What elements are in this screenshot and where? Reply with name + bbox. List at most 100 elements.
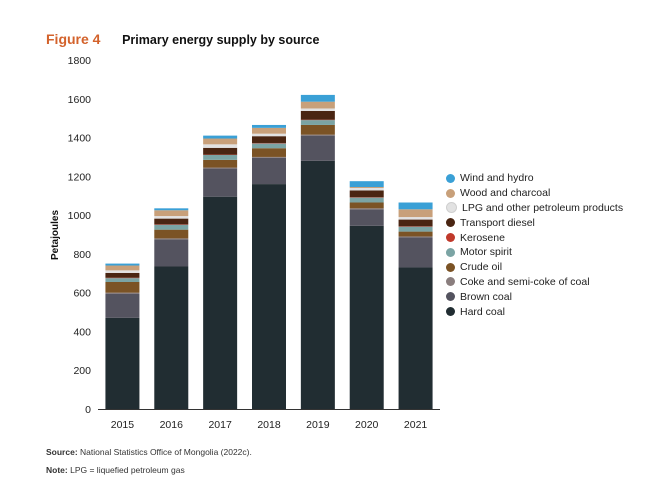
bar-segment xyxy=(252,143,286,149)
source-text: National Statistics Office of Mongolia (… xyxy=(80,447,252,457)
bar-segment xyxy=(105,265,140,271)
legend-label: Coke and semi-coke of coal xyxy=(460,275,590,288)
bar-segment xyxy=(398,231,433,237)
legend-swatch xyxy=(446,247,455,257)
bar-segment xyxy=(252,156,286,158)
bar-segment xyxy=(105,270,140,273)
bar-segment xyxy=(398,236,433,238)
legend-swatch xyxy=(446,218,455,228)
legend-swatch xyxy=(446,277,455,287)
bar-segment xyxy=(252,124,286,128)
x-tick-label: 2016 xyxy=(160,419,184,431)
legend-label: Kerosene xyxy=(460,231,505,244)
legend-item: Coke and semi-coke of coal xyxy=(446,275,623,290)
legend-label: Wood and charcoal xyxy=(460,187,551,200)
bar-segment xyxy=(203,144,238,148)
bar-segment xyxy=(252,184,286,409)
source-label: Source: xyxy=(46,447,78,457)
bar-segment xyxy=(252,133,286,137)
y-tick-label: 800 xyxy=(73,249,91,261)
legend-item: LPG and other petroleum products xyxy=(446,201,623,216)
legend-label: Brown coal xyxy=(460,290,512,303)
legend-swatch xyxy=(446,188,455,198)
bar-segment xyxy=(398,226,433,232)
legend-swatch xyxy=(446,202,457,214)
bar-segment xyxy=(154,224,189,230)
chart-legend: Wind and hydro Wood and charcoal LPG and o… xyxy=(446,171,623,319)
y-tick-label: 400 xyxy=(73,326,91,338)
bar-segment xyxy=(203,159,238,168)
figure-label: Figure 4 xyxy=(46,31,101,47)
bar-segment xyxy=(349,190,384,198)
x-tick-label: 2015 xyxy=(111,419,135,431)
legend-label: Crude oil xyxy=(460,261,503,274)
bar-segment xyxy=(154,229,189,239)
x-tick-label: 2017 xyxy=(208,419,232,431)
bar-segment xyxy=(349,208,384,210)
y-tick-label: 0 xyxy=(85,404,91,416)
bar-segment xyxy=(203,147,238,155)
legend-swatch xyxy=(446,233,455,243)
legend-item: Hard coal xyxy=(446,304,623,319)
bar-segment xyxy=(398,267,433,409)
bar-segment xyxy=(203,168,238,197)
legend-item: Wind and hydro xyxy=(446,171,623,186)
bar-segment xyxy=(398,237,433,268)
bar-segment xyxy=(154,239,189,267)
bar-segment xyxy=(154,218,189,225)
legend-swatch xyxy=(446,173,455,183)
bar-segment xyxy=(252,127,286,134)
bar-segment xyxy=(105,293,140,318)
legend-item: Wood and charcoal xyxy=(446,186,623,201)
note-text: LPG = liquefied petroleum gas xyxy=(70,465,185,475)
legend-label: Transport diesel xyxy=(460,216,535,229)
bar-segment xyxy=(105,317,140,409)
x-tick-label: 2018 xyxy=(257,419,281,431)
bar-segment xyxy=(300,160,335,409)
bar-segment xyxy=(349,209,384,226)
figure-title: Primary energy supply by source xyxy=(122,33,320,47)
figure-header: Figure 4 Primary energy supply by source xyxy=(46,31,319,47)
bar-segment xyxy=(300,101,335,109)
bar-segment xyxy=(349,225,384,409)
y-tick-label: 600 xyxy=(73,288,91,300)
x-tick-label: 2021 xyxy=(404,419,428,431)
legend-swatch xyxy=(446,307,455,317)
bar-segment xyxy=(349,187,384,191)
bar-segment xyxy=(252,148,286,157)
legend-label: Motor spirit xyxy=(460,246,512,259)
y-tick-label: 1600 xyxy=(68,94,92,106)
note-label: Note: xyxy=(46,465,68,475)
y-tick-label: 1400 xyxy=(68,133,92,145)
bar-segment xyxy=(300,124,335,135)
legend-label: LPG and other petroleum products xyxy=(462,201,624,214)
bar-segment xyxy=(154,210,189,217)
abbreviation-note: Note: LPG = liquefied petroleum gas xyxy=(46,465,185,475)
y-axis-label: Petajoules xyxy=(50,210,61,260)
bar-segment xyxy=(300,135,335,161)
bar-segment xyxy=(349,202,384,209)
bar-segment xyxy=(300,110,335,120)
legend-item: Transport diesel xyxy=(446,215,623,230)
source-note: Source: National Statistics Office of Mo… xyxy=(46,447,252,457)
bar-segment xyxy=(398,219,433,227)
bar-segment xyxy=(105,263,140,266)
bar-segment xyxy=(349,197,384,203)
bar-segment xyxy=(398,217,433,220)
bar-segment xyxy=(252,157,286,185)
legend-swatch xyxy=(446,262,455,272)
bar-segment xyxy=(252,136,286,143)
bar-segment xyxy=(154,208,189,211)
bar-segment xyxy=(203,167,238,169)
y-tick-label: 1200 xyxy=(68,171,92,183)
bar-segment xyxy=(300,94,335,102)
bar-segment xyxy=(203,196,238,409)
bar-segment xyxy=(154,238,189,240)
legend-item: Brown coal xyxy=(446,289,623,304)
legend-item: Crude oil xyxy=(446,260,623,275)
bar-segment xyxy=(203,155,238,160)
x-tick-label: 2019 xyxy=(306,419,330,431)
legend-item: Kerosene xyxy=(446,230,623,245)
bar-segment xyxy=(203,138,238,145)
